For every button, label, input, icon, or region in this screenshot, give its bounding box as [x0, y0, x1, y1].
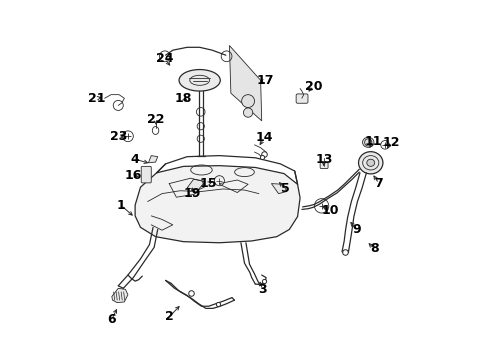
Text: 22: 22 [146, 113, 164, 126]
Polygon shape [229, 45, 261, 121]
FancyBboxPatch shape [320, 162, 327, 168]
Text: 17: 17 [256, 74, 273, 87]
Text: 16: 16 [124, 169, 142, 182]
Text: 9: 9 [351, 223, 360, 236]
Text: 4: 4 [130, 153, 139, 166]
Text: 19: 19 [183, 187, 201, 200]
Polygon shape [187, 179, 204, 190]
Text: 11: 11 [364, 135, 381, 148]
Polygon shape [135, 166, 300, 243]
Ellipse shape [179, 69, 220, 91]
Text: 3: 3 [258, 283, 266, 296]
Ellipse shape [358, 152, 382, 174]
Text: 7: 7 [374, 177, 383, 190]
Polygon shape [271, 184, 286, 194]
Polygon shape [112, 288, 128, 303]
Text: 15: 15 [199, 177, 216, 190]
Text: 20: 20 [304, 80, 322, 93]
Ellipse shape [366, 159, 374, 166]
Text: 14: 14 [255, 131, 272, 144]
Ellipse shape [362, 137, 373, 147]
Text: 2: 2 [164, 310, 173, 324]
Text: 6: 6 [107, 312, 116, 326]
Text: 8: 8 [369, 242, 378, 255]
Text: 5: 5 [281, 183, 289, 195]
Circle shape [241, 95, 254, 108]
Text: 24: 24 [156, 52, 173, 65]
Text: 23: 23 [109, 130, 127, 143]
Circle shape [243, 108, 252, 117]
FancyBboxPatch shape [296, 94, 307, 103]
Polygon shape [148, 156, 158, 163]
Text: 21: 21 [88, 92, 105, 105]
Text: 12: 12 [381, 136, 399, 149]
FancyBboxPatch shape [141, 166, 151, 183]
Text: 10: 10 [321, 204, 339, 217]
Text: 1: 1 [116, 199, 125, 212]
Text: 13: 13 [315, 153, 332, 166]
Text: 18: 18 [175, 92, 192, 105]
